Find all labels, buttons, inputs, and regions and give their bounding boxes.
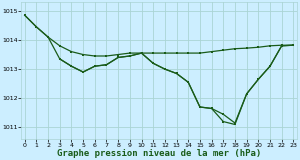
X-axis label: Graphe pression niveau de la mer (hPa): Graphe pression niveau de la mer (hPa) bbox=[57, 149, 261, 158]
